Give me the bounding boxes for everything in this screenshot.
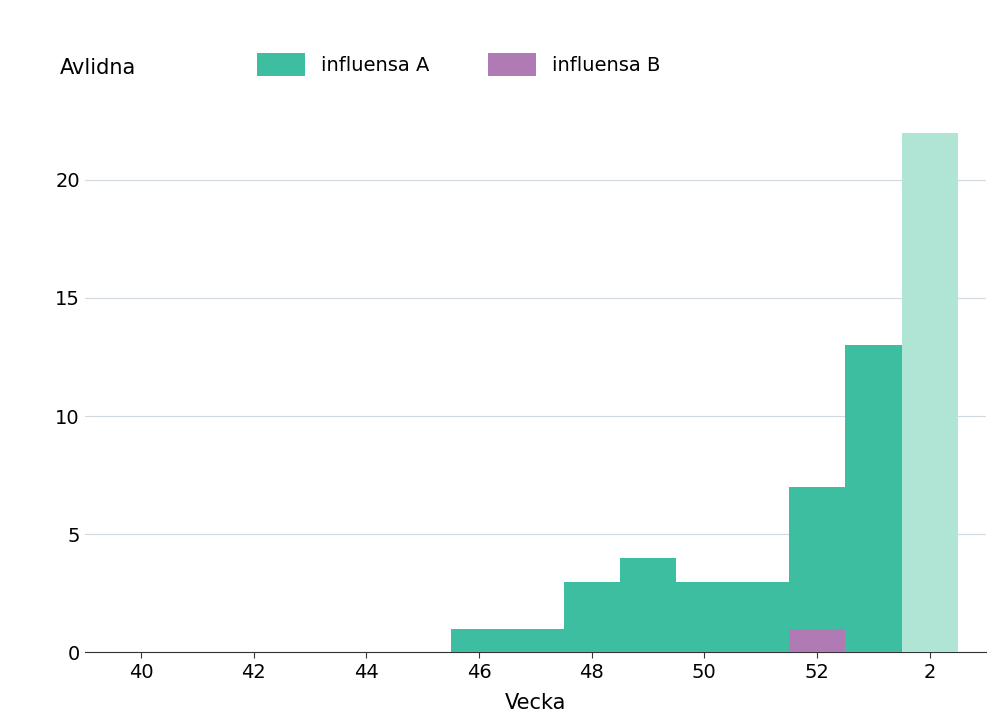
Legend: influensa A, influensa B: influensa A, influensa B — [256, 53, 660, 76]
Bar — [789, 629, 845, 652]
Bar — [508, 629, 564, 652]
Bar — [733, 582, 789, 652]
Bar — [789, 487, 845, 629]
Bar — [845, 345, 902, 652]
Bar — [564, 582, 620, 652]
X-axis label: Vecka: Vecka — [505, 693, 567, 713]
Bar — [620, 558, 677, 652]
Text: Avlidna: Avlidna — [60, 58, 136, 78]
Bar — [450, 629, 508, 652]
Bar — [677, 582, 733, 652]
Bar — [902, 132, 958, 652]
